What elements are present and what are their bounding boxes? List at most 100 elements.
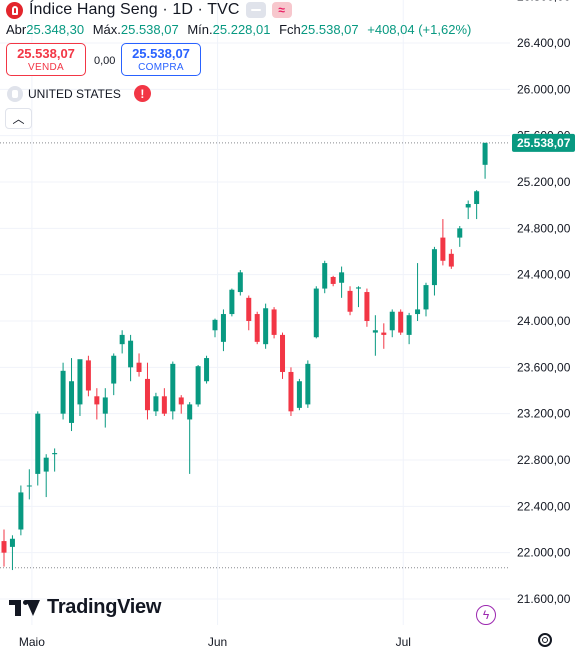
candle[interactable] [52,448,58,472]
candle[interactable] [263,303,269,349]
candle[interactable] [144,362,150,420]
gear-icon[interactable] [538,633,552,647]
candle[interactable] [85,355,91,397]
candle-body [246,297,252,321]
tradingview-logo[interactable]: TradingView [9,596,161,619]
candle[interactable] [398,309,404,335]
symbol-title[interactable]: Índice Hang Seng · 1D · TVC [29,1,240,18]
candle-body [254,314,260,342]
candle[interactable] [195,365,201,407]
candle[interactable] [457,226,463,247]
last-price-badge [512,133,575,152]
candle[interactable] [161,388,167,416]
high-label: Máx. [92,22,121,37]
y-tick-label: 23.600,00 [517,360,571,374]
y-tick-label: 24.000,00 [517,314,571,328]
candle[interactable] [128,334,134,382]
candle[interactable] [220,309,226,352]
candles [1,142,488,571]
candle[interactable] [229,288,235,317]
candle[interactable] [119,330,125,354]
candle[interactable] [339,266,345,298]
warning-icon[interactable]: ! [133,85,151,102]
sell-button[interactable]: 25.538,07 VENDA [6,43,86,76]
candle[interactable] [153,392,159,416]
candle[interactable] [381,323,387,349]
candle[interactable] [296,378,302,411]
candle[interactable] [448,249,454,269]
candle-body [153,396,159,412]
buy-button[interactable]: 25.538,07 COMPRA [121,43,201,76]
candle-body [372,330,378,333]
minimize-legend-icon[interactable] [245,2,266,18]
candle-body [389,311,395,331]
candle[interactable] [111,353,117,396]
candle[interactable] [415,263,421,321]
candle[interactable] [237,270,243,296]
candle[interactable] [322,260,328,294]
candle[interactable] [77,359,83,416]
open-label: Abr [6,22,27,37]
candle[interactable] [465,200,471,220]
y-tick-label: 23.200,00 [517,407,571,421]
time-axis[interactable]: Maio Jun Jul [19,635,411,649]
candle[interactable] [212,318,218,338]
market-status[interactable]: UNITED STATES ! [7,85,151,102]
candle[interactable] [204,355,210,384]
x-tick-label: Jun [208,635,227,649]
candle[interactable] [330,275,336,287]
candle[interactable] [423,282,429,317]
candle[interactable] [69,358,75,432]
candle-body [102,397,108,414]
candle[interactable] [389,309,395,338]
candle-body [457,228,463,238]
candle[interactable] [18,485,24,536]
high-value: 25.538,07 [120,22,179,37]
candle[interactable] [136,353,142,377]
candle[interactable] [474,190,480,220]
wave-indicator-icon[interactable]: ≈ [271,2,292,18]
candle[interactable] [35,411,41,486]
candle[interactable] [60,362,66,420]
y-tick-label: 26.400,00 [517,36,571,50]
candle[interactable] [26,469,32,500]
candle[interactable] [288,367,294,416]
candle[interactable] [482,142,488,179]
candle[interactable] [271,307,277,339]
candle[interactable] [347,286,353,316]
candle[interactable] [254,311,260,345]
candle[interactable] [313,286,319,339]
y-tick-label: 25.200,00 [517,175,571,189]
candle-body [220,314,226,342]
price-axis[interactable]: 21.600,00 22.000,00 22.400,00 22.800,00 23.2… [517,0,571,606]
collapse-legend-button[interactable]: ︿ [5,108,32,129]
candle[interactable] [280,332,286,379]
candle[interactable] [43,454,49,498]
candle[interactable] [246,295,252,331]
candle[interactable] [102,388,108,428]
candle[interactable] [305,360,311,408]
close-label: Fch [279,22,301,37]
candle-body [448,253,454,267]
candle-body [161,396,167,414]
candle[interactable] [9,535,15,571]
candle[interactable] [187,402,193,474]
candle[interactable] [364,288,370,327]
candle-body [271,309,277,335]
candle[interactable] [1,529,7,567]
candle-body [330,276,336,284]
low-value: 25.228,01 [212,22,271,37]
y-tick-label: 26.000,00 [517,82,571,96]
symbol-header: Índice Hang Seng · 1D · TVC ≈ [6,1,292,19]
candle[interactable] [94,388,100,420]
candle[interactable] [178,395,184,414]
candle[interactable] [372,315,378,356]
candle[interactable] [170,361,176,420]
flash-icon[interactable]: ϟ [476,605,496,625]
candle[interactable] [440,219,446,266]
candle[interactable] [431,246,437,296]
candle[interactable] [406,312,412,345]
market-status-icon [7,85,23,102]
candle[interactable] [355,286,361,308]
